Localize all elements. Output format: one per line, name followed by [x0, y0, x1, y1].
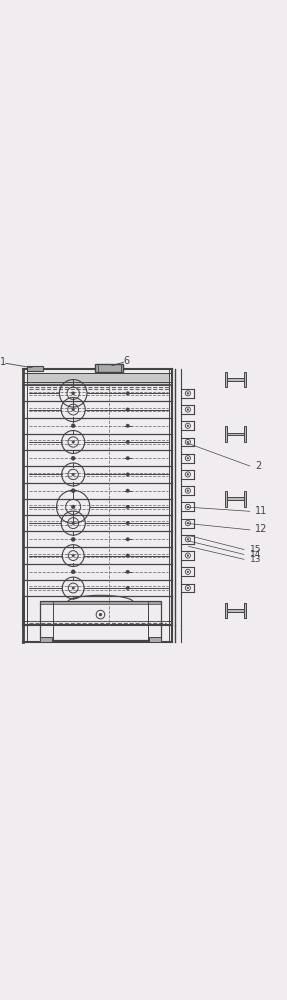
Text: 6: 6 — [123, 356, 129, 366]
Bar — [227, 378, 243, 381]
Circle shape — [72, 473, 75, 476]
Circle shape — [126, 392, 129, 395]
Bar — [224, 372, 227, 387]
Text: 14: 14 — [250, 550, 261, 559]
Bar — [40, 637, 52, 642]
Circle shape — [126, 505, 129, 509]
Circle shape — [71, 456, 75, 460]
Circle shape — [187, 409, 189, 410]
Circle shape — [126, 554, 129, 557]
Bar — [27, 373, 169, 385]
Circle shape — [187, 425, 189, 427]
Circle shape — [187, 490, 189, 492]
Circle shape — [187, 441, 189, 443]
Circle shape — [126, 424, 129, 427]
Circle shape — [126, 456, 129, 460]
Circle shape — [187, 587, 189, 589]
Circle shape — [187, 457, 189, 459]
Bar — [243, 372, 246, 387]
Circle shape — [187, 392, 189, 394]
Circle shape — [99, 613, 102, 616]
Bar — [227, 433, 243, 435]
Bar — [243, 603, 246, 618]
Bar — [95, 364, 123, 372]
Bar — [227, 609, 243, 612]
Bar — [243, 603, 246, 618]
Circle shape — [126, 473, 129, 476]
Circle shape — [126, 489, 129, 492]
Circle shape — [187, 506, 189, 508]
Circle shape — [71, 537, 75, 541]
Circle shape — [71, 424, 75, 428]
Circle shape — [126, 586, 129, 590]
Circle shape — [126, 521, 129, 525]
Bar — [40, 601, 161, 640]
Bar — [227, 609, 243, 612]
Bar — [40, 601, 161, 604]
Bar — [243, 426, 246, 442]
Circle shape — [71, 570, 75, 574]
Circle shape — [126, 570, 129, 574]
Circle shape — [126, 538, 129, 541]
Bar — [243, 491, 246, 507]
Bar — [227, 497, 243, 500]
Text: 15: 15 — [250, 545, 261, 554]
Circle shape — [71, 489, 75, 493]
Bar — [27, 366, 43, 371]
Circle shape — [72, 587, 74, 589]
Bar — [224, 603, 227, 618]
Circle shape — [71, 505, 75, 509]
Text: 1: 1 — [0, 357, 6, 367]
Text: 11: 11 — [255, 506, 268, 516]
Circle shape — [187, 474, 189, 475]
Text: 13: 13 — [250, 555, 261, 564]
Bar — [224, 426, 227, 442]
Circle shape — [126, 408, 129, 411]
Circle shape — [72, 522, 75, 524]
Circle shape — [72, 408, 75, 411]
Circle shape — [187, 555, 189, 556]
Bar — [149, 637, 161, 642]
Bar — [224, 491, 227, 507]
Text: 12: 12 — [255, 524, 268, 534]
Circle shape — [72, 554, 74, 557]
Text: 2: 2 — [255, 461, 262, 471]
Circle shape — [72, 441, 75, 443]
Circle shape — [187, 522, 189, 524]
Circle shape — [187, 571, 189, 573]
Circle shape — [126, 440, 129, 444]
Circle shape — [187, 538, 189, 540]
Bar — [224, 603, 227, 618]
Circle shape — [72, 392, 75, 395]
